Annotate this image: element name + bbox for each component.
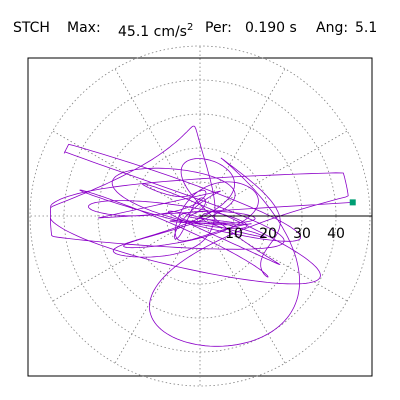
period-value: 0.190 s (245, 20, 297, 36)
period-label: Per: (205, 20, 232, 36)
tick-label-20: 20 (259, 226, 277, 242)
max-label: Max: (67, 20, 101, 36)
max-value: 45.1 cm/s2 (118, 22, 194, 40)
grid-spoke-300 (199, 215, 286, 364)
grid-spoke-120 (114, 68, 201, 217)
grid-spoke-30 (199, 130, 348, 217)
chart-header: STCH Max: 45.1 cm/s2 Per: 0.190 s Ang: 5… (0, 0, 400, 56)
tick-label-10: 10 (225, 226, 243, 242)
grid-spoke-240 (114, 215, 201, 364)
max-marker-layer (349, 199, 356, 206)
tick-label-30: 30 (293, 226, 311, 242)
radial-tick-labels: 10 20 30 40 (225, 226, 345, 242)
grid-spoke-60 (199, 68, 286, 217)
max-point-marker (349, 199, 356, 206)
angle-value: 5.1 (355, 20, 378, 36)
angle-label: Ang: (316, 20, 349, 36)
tick-label-40: 40 (327, 226, 345, 242)
station-code: STCH (13, 20, 50, 36)
